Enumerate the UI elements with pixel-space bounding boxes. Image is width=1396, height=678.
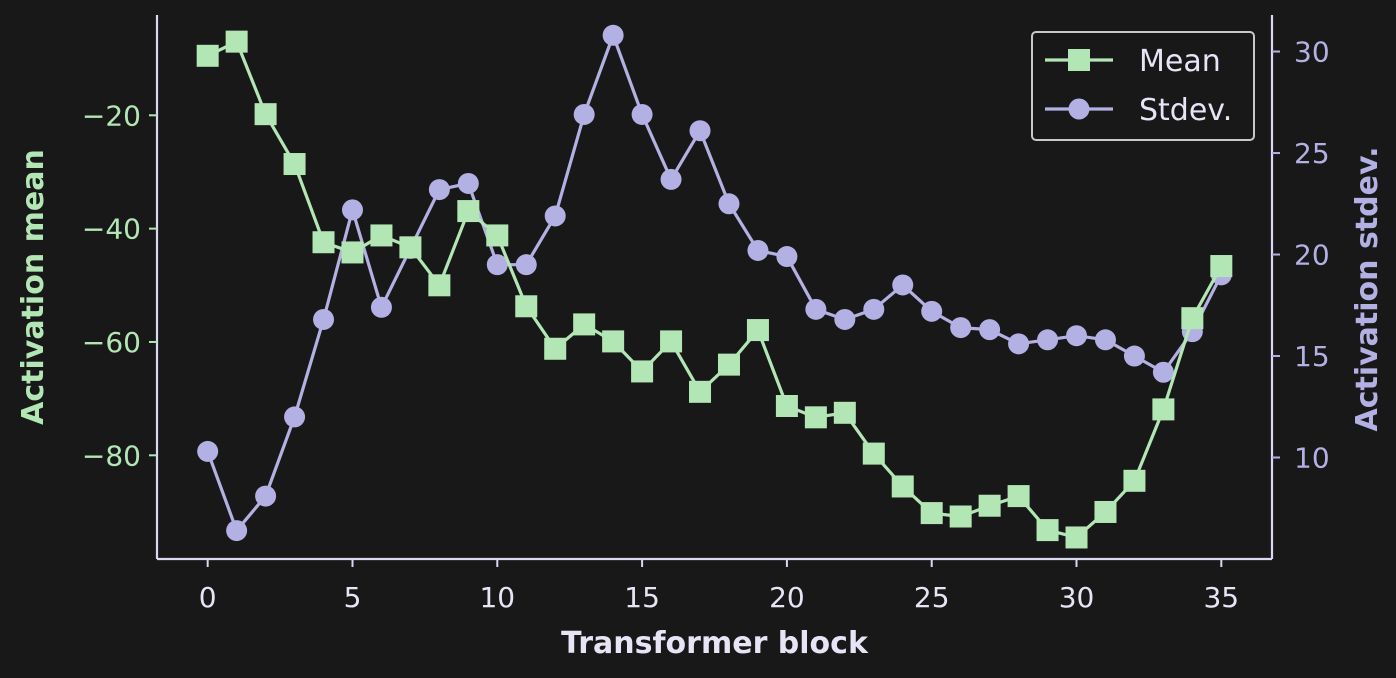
mean-point (689, 380, 712, 403)
y-left-tick-label: −20 (82, 99, 141, 132)
mean-point (1123, 469, 1146, 492)
mean-point (341, 241, 364, 264)
stdev-point (428, 179, 450, 201)
mean-point (978, 494, 1001, 517)
stdev-point (255, 485, 277, 507)
mean-point (949, 505, 972, 528)
mean-point (515, 295, 538, 318)
mean-point (775, 395, 798, 417)
mean-point (225, 30, 248, 53)
mean-point (1181, 307, 1204, 330)
y-right-tick-label: 20 (1294, 239, 1330, 272)
stdev-point (950, 317, 972, 339)
mean-point (833, 401, 856, 424)
x-axis-label: Transformer block (561, 626, 869, 661)
y-left-tick-label: −80 (82, 439, 141, 472)
mean-point (717, 353, 740, 376)
stdev-point (863, 298, 885, 320)
y-right-tick-label: 25 (1294, 137, 1330, 170)
mean-point (1065, 526, 1088, 549)
y-right-axis-label: Activation stdev. (1350, 147, 1385, 432)
stdev-point (457, 172, 479, 194)
mean-point (1007, 485, 1030, 508)
stdev-point (602, 24, 624, 46)
stdev-point (689, 120, 711, 142)
mean-point (1152, 398, 1175, 421)
stdev-point (718, 193, 740, 215)
legend-square-marker (1068, 49, 1090, 71)
mean-point (399, 236, 422, 259)
mean-point (196, 44, 219, 67)
stdev-point (979, 319, 1001, 341)
x-tick-label: 0 (199, 581, 217, 614)
mean-point (602, 330, 625, 353)
stdev-point (1008, 333, 1030, 355)
stdev-point (515, 254, 537, 276)
stdev-point (313, 308, 335, 330)
x-tick-label: 35 (1203, 581, 1239, 614)
y-right-tick-label: 10 (1294, 442, 1330, 475)
mean-point (660, 330, 683, 353)
mean-point (862, 442, 885, 465)
stdev-point (197, 440, 219, 462)
stdev-point (921, 300, 943, 322)
stdev-point (341, 199, 363, 221)
stdev-point (805, 298, 827, 320)
x-tick-label: 30 (1059, 581, 1095, 614)
x-tick-label: 10 (479, 581, 515, 614)
legend-label: Mean (1139, 44, 1221, 79)
mean-point (370, 224, 393, 247)
y-left-tick-label: −40 (82, 213, 141, 246)
stdev-point (892, 274, 914, 296)
stdev-point (1123, 345, 1145, 367)
mean-point (283, 153, 306, 176)
mean-point (457, 200, 480, 223)
mean-point (746, 319, 769, 342)
x-tick-label: 20 (769, 581, 805, 614)
legend: Mean Stdev. (1031, 31, 1255, 141)
x-tick-label: 25 (914, 581, 950, 614)
stdev-point (776, 246, 798, 268)
mean-point (920, 502, 943, 525)
stdev-point (1066, 325, 1088, 347)
axes: 0 5 10 15 20 25 30 35 −20 −40 −60 −80 10 15 20 25 30 (82, 15, 1330, 614)
mean-point (1036, 519, 1059, 542)
stdev-point (226, 520, 248, 542)
x-tick-label: 5 (344, 581, 362, 614)
y-left-tick-label: −60 (82, 326, 141, 359)
mean-point (486, 224, 509, 247)
stdev-point (284, 406, 306, 428)
stdev-point (834, 308, 856, 330)
mean-point (428, 274, 451, 297)
stdev-point (370, 296, 392, 318)
mean-point (804, 406, 827, 429)
legend-label: Stdev. (1139, 93, 1232, 128)
legend-circle-marker (1068, 98, 1090, 120)
y-left-axis-label: Activation mean (16, 149, 51, 425)
mean-point (891, 475, 914, 498)
stdev-point (1152, 361, 1174, 383)
stdev-point (747, 239, 769, 261)
mean-point (631, 360, 654, 383)
stdev-series (197, 24, 1232, 542)
stdev-point (631, 103, 653, 125)
stdev-point (573, 103, 595, 125)
x-tick-label: 15 (624, 581, 660, 614)
stdev-point (1094, 329, 1116, 351)
mean-point (1210, 255, 1233, 278)
mean-point (573, 313, 596, 336)
mean-point (312, 231, 335, 254)
stdev-point (544, 205, 566, 227)
stdev-point (486, 254, 508, 276)
stdev-point (660, 168, 682, 190)
y-right-tick-label: 30 (1294, 36, 1330, 69)
stdev-point (1037, 329, 1059, 351)
mean-series (196, 30, 1233, 549)
mean-point (254, 103, 277, 126)
mean-point (544, 337, 567, 360)
y-right-tick-label: 15 (1294, 340, 1330, 373)
mean-point (1094, 500, 1117, 523)
